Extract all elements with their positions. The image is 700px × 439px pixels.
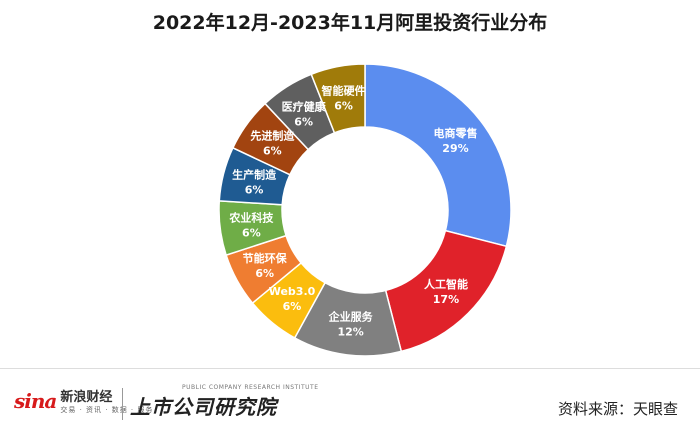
slice-9 <box>310 63 366 134</box>
slice-label-5: 农业科技 <box>228 210 274 224</box>
slice-label-6: 生产制造 <box>232 168 277 182</box>
slice-value-5: 6% <box>242 226 261 239</box>
slice-value-9: 6% <box>334 100 353 113</box>
slice-label-3: Web3.0 <box>269 285 316 298</box>
slice-label-9: 智能硬件 <box>322 84 366 98</box>
chart-title: 2022年12月-2023年11月阿里投资行业分布 <box>152 12 548 34</box>
logo-divider <box>122 388 123 420</box>
slice-label-7: 先进制造 <box>250 129 295 143</box>
slices-group <box>218 63 512 357</box>
slice-value-4: 6% <box>255 267 274 280</box>
institute-logo: PUBLIC COMPANY RESEARCH INSTITUTE 上市公司研究… <box>130 384 318 420</box>
slice-value-0: 29% <box>442 142 468 155</box>
slice-value-3: 6% <box>283 300 302 313</box>
slice-value-7: 6% <box>263 145 282 158</box>
labels-group: 电商零售 29% 人工智能 17% 企业服务 12% Web3.0 6% 节能环保 6% 农业科技 6… <box>228 84 477 339</box>
footer-divider <box>0 368 700 369</box>
slice-1 <box>384 229 508 353</box>
sina-logo-name: 新浪财经 <box>60 390 113 405</box>
slice-label-1: 人工智能 <box>424 277 468 291</box>
institute-logo-cn: 上市公司研究院 <box>130 395 277 419</box>
sina-logo-tags: 交易 · 资讯 · 数据 · 服务 <box>60 406 154 414</box>
sina-logo-mark: sina <box>14 388 57 413</box>
slice-value-1: 17% <box>433 293 459 306</box>
donut-chart: 电商零售 29% 人工智能 17% 企业服务 12% Web3.0 6% 节能环保 6% 农业科技 6… <box>218 63 512 357</box>
slice-label-8: 医疗健康 <box>282 99 327 113</box>
sina-finance-logo: sina 新浪财经 交易 · 资讯 · 数据 · 服务 <box>14 386 153 415</box>
slice-label-2: 企业服务 <box>328 310 374 324</box>
institute-logo-en: PUBLIC COMPANY RESEARCH INSTITUTE <box>182 384 319 391</box>
data-source: 资料来源：天眼查 <box>557 400 678 418</box>
slice-label-0: 电商零售 <box>433 126 477 140</box>
slice-value-6: 6% <box>245 184 264 197</box>
slice-value-2: 12% <box>337 326 363 339</box>
slice-label-4: 节能环保 <box>243 251 288 265</box>
slice-0 <box>364 63 512 248</box>
slice-value-8: 6% <box>294 115 313 128</box>
